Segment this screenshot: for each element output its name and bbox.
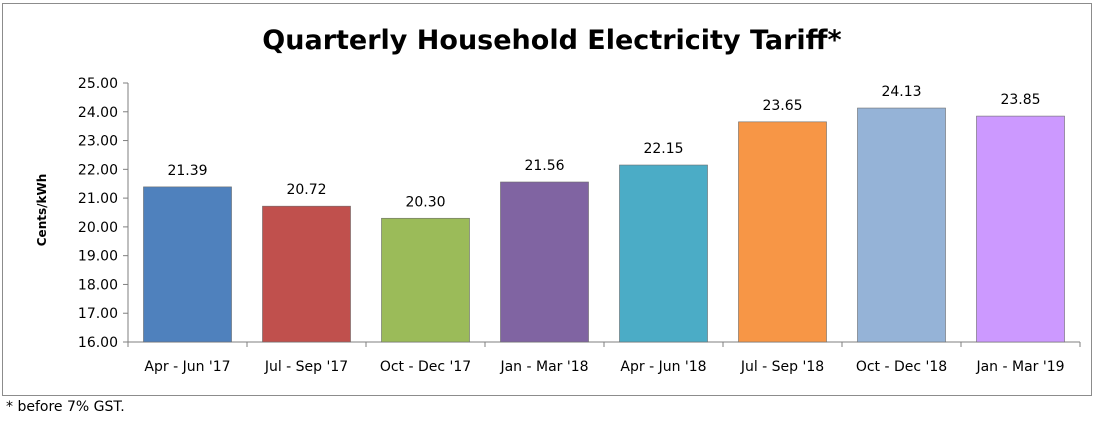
data-label: 23.65 xyxy=(762,98,802,114)
y-tick-label: 25.00 xyxy=(78,76,118,92)
x-tick-label: Apr - Jun '17 xyxy=(144,359,230,375)
x-tick-label: Apr - Jun '18 xyxy=(620,359,706,375)
chart-frame: Quarterly Household Electricity Tariff* … xyxy=(2,3,1092,396)
x-tick-label: Oct - Dec '17 xyxy=(380,359,471,375)
bar xyxy=(738,121,827,343)
data-label: 24.13 xyxy=(881,84,921,100)
data-label: 21.39 xyxy=(167,163,207,179)
y-tick-label: 16.00 xyxy=(78,335,118,351)
x-tick-label: Oct - Dec '18 xyxy=(856,359,947,375)
bar xyxy=(619,164,708,343)
x-tick-label: Jul - Sep '18 xyxy=(740,359,824,375)
bar xyxy=(262,205,351,343)
data-label: 22.15 xyxy=(643,141,683,157)
x-tick-label: Jan - Mar '18 xyxy=(499,359,588,375)
bar xyxy=(857,107,946,343)
bar xyxy=(143,186,232,343)
x-tick-label: Jan - Mar '19 xyxy=(975,359,1064,375)
chart-title: Quarterly Household Electricity Tariff* xyxy=(262,25,841,56)
y-axis-label: Cents/kWh xyxy=(35,174,49,247)
bar-chart: Quarterly Household Electricity Tariff* … xyxy=(35,25,1081,375)
bar xyxy=(500,181,589,343)
data-label: 20.30 xyxy=(405,194,445,210)
data-label: 20.72 xyxy=(286,182,326,198)
y-tick-label: 20.00 xyxy=(78,220,118,236)
y-tick-label: 21.00 xyxy=(78,191,118,207)
y-tick-label: 24.00 xyxy=(78,105,118,121)
bar xyxy=(976,115,1065,343)
y-tick-label: 22.00 xyxy=(78,162,118,178)
y-tick-label: 17.00 xyxy=(78,306,118,322)
y-tick-label: 23.00 xyxy=(78,134,118,150)
data-label: 21.56 xyxy=(524,158,564,174)
y-tick-label: 18.00 xyxy=(78,277,118,293)
data-label: 23.85 xyxy=(1000,92,1040,108)
footnote: * before 7% GST. xyxy=(6,399,125,415)
bar xyxy=(381,217,470,343)
x-tick-label: Jul - Sep '17 xyxy=(264,359,348,375)
y-tick-label: 19.00 xyxy=(78,249,118,265)
